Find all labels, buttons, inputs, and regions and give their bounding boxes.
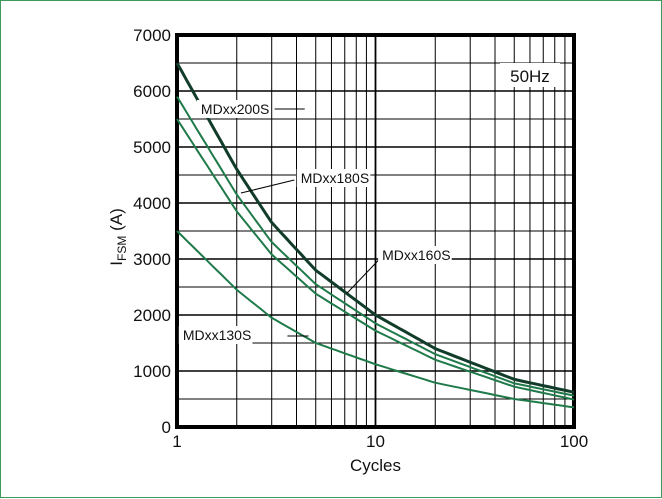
- x-tick-label: 1: [172, 432, 181, 451]
- grid: [176, 34, 575, 428]
- y-axis-title-main: I: [107, 261, 126, 266]
- y-axis-title-sub: FSM: [115, 236, 129, 261]
- y-tick-label: 3000: [133, 250, 171, 269]
- series-label-bg: [296, 169, 371, 187]
- y-tick-label: 1000: [133, 362, 171, 381]
- y-tick-label: 5000: [133, 138, 171, 157]
- leader-line: [346, 257, 381, 294]
- series-label: MDxx160S: [382, 247, 450, 263]
- series-label-bg: [378, 246, 452, 264]
- x-tick-label: 10: [366, 432, 385, 451]
- y-tick-label: 2000: [133, 306, 171, 325]
- y-tick-label: 0: [162, 418, 171, 437]
- y-tick-label: 7000: [133, 26, 171, 45]
- x-axis-title: Cycles: [350, 456, 401, 475]
- frequency-annotation-text: 50Hz: [510, 67, 550, 86]
- x-tick-label: 100: [560, 432, 588, 451]
- curves: [175, 62, 575, 409]
- series-line: [176, 230, 575, 409]
- series-line: [175, 62, 575, 394]
- series-line: [176, 118, 575, 401]
- y-axis-title: IFSM (A): [107, 208, 129, 265]
- frequency-annotation: 50Hz: [499, 63, 560, 87]
- y-tick-label: 4000: [133, 194, 171, 213]
- series-label: MDxx200S: [201, 101, 269, 117]
- series-label-bg: [178, 326, 253, 344]
- y-axis-title-unit: (A): [107, 208, 126, 235]
- series-labels: MDxx200S MDxx180S MDxx160S MDxx130S: [178, 100, 452, 344]
- tick-labels: 0 1000 2000 3000 4000 5000 6000 7000 1 10 100: [133, 26, 588, 451]
- series-label: MDxx130S: [183, 327, 251, 343]
- series-label-bg: [196, 100, 271, 118]
- leader-line: [240, 179, 295, 194]
- y-tick-label: 6000: [133, 82, 171, 101]
- frequency-annotation-box: [499, 63, 560, 87]
- series-label: MDxx180S: [301, 170, 369, 186]
- series-line: [176, 96, 575, 397]
